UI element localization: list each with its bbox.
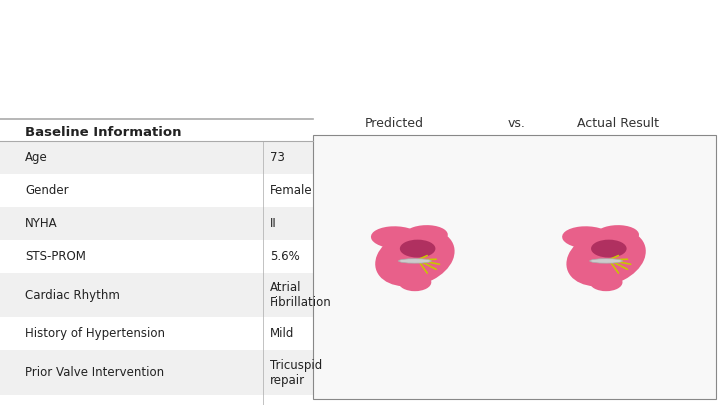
Text: Baseline Information: Baseline Information — [25, 126, 181, 139]
Bar — [0, 273, 313, 318]
Text: euro: euro — [29, 24, 48, 33]
Bar — [0, 318, 313, 350]
Ellipse shape — [590, 259, 623, 263]
Text: Gender: Gender — [25, 184, 69, 197]
Ellipse shape — [567, 229, 646, 286]
Text: vs.: vs. — [508, 117, 526, 130]
Ellipse shape — [590, 273, 623, 291]
Ellipse shape — [402, 249, 433, 252]
Bar — [313, 135, 716, 399]
Text: History of Hypertension: History of Hypertension — [25, 328, 165, 341]
Ellipse shape — [591, 240, 626, 258]
Bar — [0, 395, 313, 405]
Ellipse shape — [562, 226, 612, 249]
Ellipse shape — [403, 244, 432, 248]
Ellipse shape — [595, 225, 639, 245]
Text: NYHA: NYHA — [25, 217, 58, 230]
Text: Atrial
Fibrillation: Atrial Fibrillation — [270, 281, 332, 309]
Text: Female: Female — [270, 184, 312, 197]
Ellipse shape — [594, 249, 624, 252]
Text: PCR: PCR — [27, 31, 107, 65]
Ellipse shape — [594, 244, 624, 248]
Text: Mild: Mild — [270, 328, 294, 341]
Ellipse shape — [594, 246, 624, 249]
Text: 73: 73 — [270, 151, 285, 164]
Ellipse shape — [398, 273, 431, 291]
Bar — [0, 141, 313, 174]
Text: 2019: 2019 — [9, 24, 17, 49]
Ellipse shape — [375, 229, 454, 286]
Text: II: II — [270, 217, 276, 230]
Text: Actual Result: Actual Result — [577, 117, 660, 130]
Text: Cardiac Rhythm: Cardiac Rhythm — [25, 289, 120, 302]
Bar — [0, 174, 313, 207]
Text: Predicted: Predicted — [365, 117, 424, 130]
Ellipse shape — [400, 240, 436, 258]
Ellipse shape — [402, 246, 433, 249]
Ellipse shape — [404, 225, 448, 245]
Text: Prior Valve Intervention: Prior Valve Intervention — [25, 366, 164, 379]
Text: STS-PROM: STS-PROM — [25, 250, 86, 263]
Ellipse shape — [402, 248, 433, 251]
Ellipse shape — [398, 259, 431, 263]
Text: Tricuspid
repair: Tricuspid repair — [270, 358, 323, 386]
Ellipse shape — [594, 248, 624, 251]
Bar — [0, 207, 313, 240]
Text: Case Study 2: Small Mitral Annulus: Case Study 2: Small Mitral Annulus — [142, 42, 665, 68]
Bar — [0, 350, 313, 395]
Ellipse shape — [371, 226, 420, 249]
Bar — [0, 240, 313, 273]
Text: 5.6%: 5.6% — [270, 250, 300, 263]
Text: Age: Age — [25, 151, 48, 164]
